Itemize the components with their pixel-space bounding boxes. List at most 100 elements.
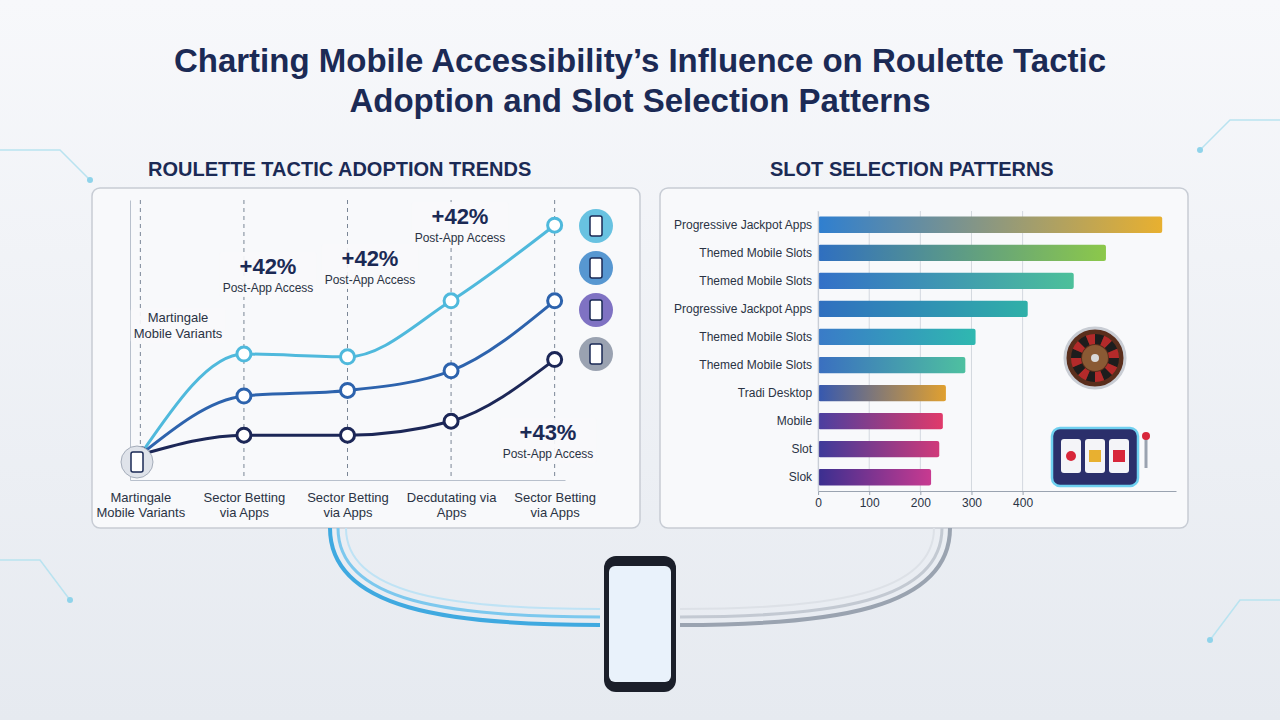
tick: MartingaleMobile Variants [97,480,186,520]
tick-label: 0 [815,496,822,510]
text-line: Martingale [148,310,209,325]
series-line [140,301,554,455]
text-line: Decdutating via [407,490,497,505]
background [0,0,1280,720]
grid-line [818,211,819,491]
tick: Progressive Jackpot Apps [674,218,818,232]
plot-area [818,217,1162,486]
wheel-pocket [1108,349,1119,358]
tick-label: 400 [1013,496,1033,510]
tick: Progressive Jackpot Apps [674,302,818,316]
tick-label: Themed Mobile Slots [699,274,812,288]
marker [237,389,251,403]
wheel-rim [1065,328,1125,388]
annotation-note: Post-App Access [415,231,506,245]
x-axis: 0 100 200 300 400 [815,491,1176,510]
chart-svg: Charting Mobile Accessibility’s Influenc… [0,0,1280,720]
bar [818,413,943,429]
icon-circle [121,446,153,478]
tick: Themed Mobile Slots [699,246,818,260]
wheel-pocket [1071,358,1082,367]
text-line: Martingale [111,490,172,505]
tick: Slot [791,442,818,456]
phone-screen [609,566,671,682]
circuit-node [87,177,93,183]
text-line: Adoption and Slot Selection Patterns [349,82,930,119]
marker [341,428,355,442]
tick: 200 [911,491,931,510]
tick: 400 [1013,491,1033,510]
annotation: +42%Post-App Access [220,252,317,297]
bar [818,329,975,345]
tick-label: Sector Bettingvia Apps [514,490,596,520]
slot-symbol [1066,451,1076,461]
annotation: +42%Post-App Access [412,202,509,247]
tick-label: Sector Bettingvia Apps [307,490,389,520]
tick-mark [818,491,819,495]
icon-circle [579,337,613,371]
marker [237,428,251,442]
circuit-line [1200,120,1280,150]
axis-line [818,212,819,492]
panel [660,188,1188,528]
circuit-node [1197,147,1203,153]
icon-phone [590,344,602,364]
icon-circle [579,251,613,285]
annotation: +43%Post-App Access [500,418,597,463]
tick-label: 300 [962,496,982,510]
text-line: via Apps [531,505,581,520]
slot-reel [1109,439,1129,473]
icon-circle [579,293,613,327]
decoration [330,528,950,692]
text-line: Charting Mobile Accessibility’s Influenc… [174,42,1106,79]
bar [818,441,939,457]
tick: 0 [815,491,822,510]
bar [818,217,1162,233]
tick-mark [1023,491,1024,495]
annotation: MartingaleMobile Variants [131,308,226,343]
tick: 100 [860,491,880,510]
axis-line [819,491,1177,492]
tick-label: Tradi Desktop [738,386,813,400]
text-line: Mobile Variants [134,326,223,341]
tick: Sector Bettingvia Apps [514,480,596,520]
text-line: via Apps [323,505,373,520]
marker [341,383,355,397]
marker [444,364,458,378]
text-line: Sector Betting [514,490,596,505]
annotation-value: +43% [520,420,577,445]
wheel-pocket [1095,371,1104,382]
label-patch [412,202,509,247]
tick: Decdutating viaApps [407,480,497,520]
tick-label: Progressive Jackpot Apps [674,302,812,316]
slot-symbol [1113,450,1125,462]
streak [680,528,950,625]
annotation-note: Post-App Access [223,281,314,295]
x-axis: MartingaleMobile VariantsSector Bettingv… [97,480,596,520]
streak [330,528,600,625]
panel-title: SLOT SELECTION PATTERNS [770,158,1054,180]
marker [548,218,562,232]
text-line: Apps [437,505,467,520]
text-line: Mobile Variants [97,505,186,520]
panel [92,188,640,528]
tick-label: 100 [860,496,880,510]
phone-body [604,556,676,692]
tick: Mobile [777,414,818,428]
icon-phone [590,258,602,278]
slot-reel [1085,439,1105,473]
bar [818,273,1074,289]
circuit-node [1207,637,1213,643]
bar [818,301,1028,317]
marker [548,353,562,367]
slot-body [1052,428,1138,486]
annotation-note: Post-App Access [325,273,416,287]
wheel-center [1091,354,1099,362]
icon-phone [131,452,143,472]
slot-symbol [1089,450,1101,462]
circuit-line [0,150,90,180]
tick-label: MartingaleMobile Variants [97,490,186,520]
label-patch [500,418,597,463]
label-patch [131,308,226,343]
tick-mark [920,491,921,495]
